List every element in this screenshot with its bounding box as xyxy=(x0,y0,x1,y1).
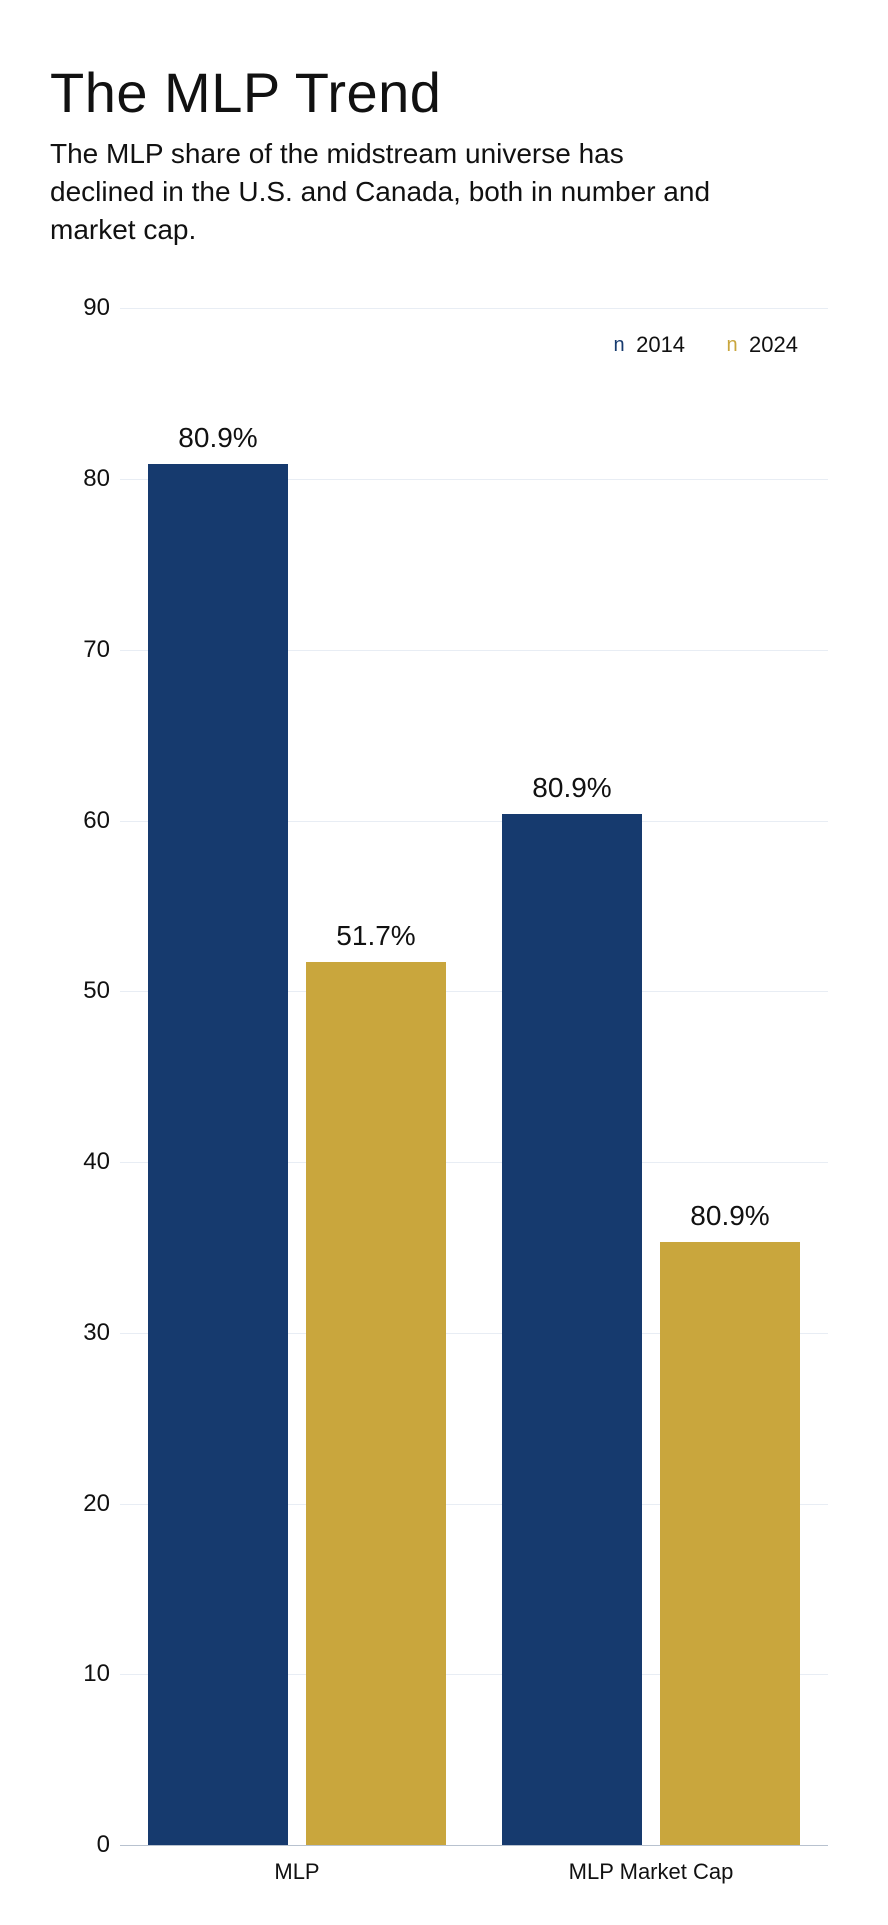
ytick-label: 40 xyxy=(83,1148,110,1176)
bar-value-label: 80.9% xyxy=(178,422,257,454)
bar-value-label: 80.9% xyxy=(532,772,611,804)
plot-region: n 2014 n 2024 80.9% xyxy=(120,308,828,1845)
group-mlp: 80.9% 51.7% xyxy=(120,308,474,1845)
chart-title: The MLP Trend xyxy=(50,60,838,125)
legend: n 2014 n 2024 xyxy=(612,332,798,358)
chart-subtitle: The MLP share of the midstream universe … xyxy=(50,135,730,248)
bar-value-label: 51.7% xyxy=(336,920,415,952)
bar-col: 80.9% xyxy=(502,308,642,1845)
ytick-label: 50 xyxy=(83,977,110,1005)
legend-label: 2014 xyxy=(636,332,685,358)
legend-swatch-2024: n xyxy=(725,334,739,356)
ytick-label: 0 xyxy=(97,1831,110,1859)
ytick-label: 80 xyxy=(83,465,110,493)
chart: 90 80 70 60 50 40 30 20 10 0 xyxy=(50,308,838,1885)
bar-2014-mlp: 80.9% xyxy=(148,464,288,1845)
legend-label: 2024 xyxy=(749,332,798,358)
ytick-label: 20 xyxy=(83,1490,110,1518)
ytick-label: 90 xyxy=(83,294,110,322)
legend-item-2024: n 2024 xyxy=(725,332,798,358)
bar-2024-marketcap: 80.9% xyxy=(660,1242,800,1845)
chart-plot-area: 90 80 70 60 50 40 30 20 10 0 xyxy=(50,308,838,1845)
bar-col: 80.9% xyxy=(660,308,800,1845)
x-axis: MLP MLP Market Cap xyxy=(50,1859,838,1885)
ytick-label: 70 xyxy=(83,636,110,664)
legend-item-2014: n 2014 xyxy=(612,332,685,358)
page: The MLP Trend The MLP share of the midst… xyxy=(0,0,888,1925)
group-mlp-marketcap: 80.9% 80.9% xyxy=(474,308,828,1845)
y-axis: 90 80 70 60 50 40 30 20 10 0 xyxy=(50,308,110,1845)
bar-2014-marketcap: 80.9% xyxy=(502,814,642,1845)
bar-value-label: 80.9% xyxy=(690,1200,769,1232)
bar-col: 51.7% xyxy=(306,308,446,1845)
ytick-label: 60 xyxy=(83,807,110,835)
ytick-label: 10 xyxy=(83,1660,110,1688)
bar-2024-mlp: 51.7% xyxy=(306,962,446,1845)
legend-swatch-2014: n xyxy=(612,334,626,356)
x-category-label: MLP xyxy=(120,1859,474,1885)
ytick-label: 30 xyxy=(83,1319,110,1347)
baseline xyxy=(120,1845,828,1846)
bar-groups: 80.9% 51.7% 80.9% xyxy=(120,308,828,1845)
x-category-label: MLP Market Cap xyxy=(474,1859,828,1885)
bar-col: 80.9% xyxy=(148,308,288,1845)
